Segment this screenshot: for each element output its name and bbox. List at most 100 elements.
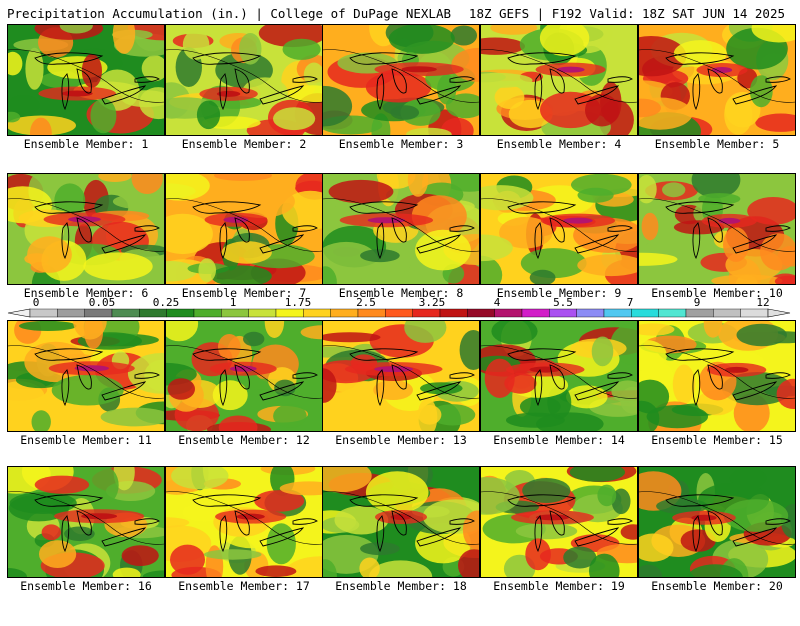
colorbar-swatch xyxy=(631,308,659,318)
panel-caption: Ensemble Member: 3 xyxy=(338,137,464,151)
colorbar-swatch xyxy=(439,308,468,318)
colorbar-swatch xyxy=(658,308,687,318)
ensemble-panel: Ensemble Member: 11 xyxy=(7,320,165,480)
colorbar-swatch xyxy=(740,308,769,318)
precip-map xyxy=(7,320,165,432)
colorbar-swatch xyxy=(303,308,331,318)
colorbar-swatch xyxy=(221,308,249,318)
panel-caption: Ensemble Member: 14 xyxy=(493,433,625,447)
panel-caption: Ensemble Member: 7 xyxy=(181,286,307,300)
panel-caption: Ensemble Member: 20 xyxy=(651,579,783,593)
precip-map xyxy=(322,320,480,432)
colorbar-tick-label: 0.25 xyxy=(152,296,180,309)
panel-caption: Ensemble Member: 10 xyxy=(651,286,783,300)
ensemble-panel: Ensemble Member: 1 xyxy=(7,24,165,184)
chart-title: Precipitation Accumulation (in.) | Colle… xyxy=(7,6,452,21)
ensemble-panel: Ensemble Member: 17 xyxy=(165,466,323,626)
ensemble-panel: Ensemble Member: 14 xyxy=(480,320,638,480)
colorbar-swatch xyxy=(412,308,441,318)
colorbar-swatch xyxy=(685,308,714,318)
colorbar-swatch xyxy=(275,308,304,318)
colorbar-tick-label: 12 xyxy=(756,296,770,309)
panel-caption: Ensemble Member: 15 xyxy=(651,433,783,447)
ensemble-panel: Ensemble Member: 20 xyxy=(638,466,796,626)
colorbar-swatch xyxy=(330,308,359,318)
colorbar-max-arrow xyxy=(767,308,791,318)
colorbar-swatch xyxy=(467,308,495,318)
colorbar-swatch xyxy=(139,308,167,318)
colorbar-tick-label: 1.75 xyxy=(284,296,312,309)
precip-map xyxy=(165,320,323,432)
panel-caption: Ensemble Member: 9 xyxy=(496,286,622,300)
precip-map xyxy=(322,466,480,578)
precip-map xyxy=(7,173,165,285)
colorbar-tick-label: 5.5 xyxy=(553,296,573,309)
panel-caption: Ensemble Member: 11 xyxy=(20,433,152,447)
panel-caption: Ensemble Member: 19 xyxy=(493,579,625,593)
colorbar-tick-label: 4 xyxy=(493,296,501,309)
panel-caption: Ensemble Member: 16 xyxy=(20,579,152,593)
ensemble-panel: Ensemble Member: 19 xyxy=(480,466,638,626)
colorbar-swatch xyxy=(521,308,550,318)
precip-map xyxy=(638,466,796,578)
colorbar-tick-label: 3.25 xyxy=(418,296,446,309)
ensemble-panel: Ensemble Member: 7 xyxy=(165,173,323,333)
colorbar-tick-label: 0 xyxy=(32,296,40,309)
precip-map xyxy=(165,24,323,136)
ensemble-panel: Ensemble Member: 12 xyxy=(165,320,323,480)
panel-caption: Ensemble Member: 13 xyxy=(335,433,467,447)
precip-map xyxy=(322,24,480,136)
ensemble-panel: Ensemble Member: 3 xyxy=(322,24,480,184)
colorbar-tick-label: 7 xyxy=(626,296,634,309)
colorbar-swatch xyxy=(549,308,577,318)
ensemble-panel: Ensemble Member: 8 xyxy=(322,173,480,333)
panel-caption: Ensemble Member: 18 xyxy=(335,579,467,593)
ensemble-panel: Ensemble Member: 2 xyxy=(165,24,323,184)
colorbar-swatch xyxy=(385,308,413,318)
precip-map xyxy=(480,320,638,432)
ensemble-panel: Ensemble Member: 6 xyxy=(7,173,165,333)
ensemble-panel: Ensemble Member: 4 xyxy=(480,24,638,184)
colorbar-swatch xyxy=(57,308,85,318)
ensemble-panel: Ensemble Member: 18 xyxy=(322,466,480,626)
colorbar-swatch xyxy=(494,308,523,318)
colorbar-swatch xyxy=(357,308,386,318)
ensemble-panel: Ensemble Member: 16 xyxy=(7,466,165,626)
colorbar-swatch xyxy=(84,308,113,318)
precip-map xyxy=(7,24,165,136)
ensemble-panel: Ensemble Member: 13 xyxy=(322,320,480,480)
colorbar-swatch xyxy=(111,308,140,318)
colorbar-swatch xyxy=(603,308,632,318)
panel-caption: Ensemble Member: 2 xyxy=(181,137,307,151)
color-scale-bar xyxy=(7,308,791,318)
colorbar-min-arrow xyxy=(7,308,31,318)
colorbar-swatch xyxy=(248,308,277,318)
colorbar-tick-label: 0.05 xyxy=(88,296,116,309)
colorbar-swatch xyxy=(713,308,741,318)
panel-caption: Ensemble Member: 1 xyxy=(23,137,149,151)
panel-caption: Ensemble Member: 8 xyxy=(338,286,464,300)
colorbar-swatch xyxy=(29,308,58,318)
precip-map xyxy=(480,24,638,136)
precip-map xyxy=(165,466,323,578)
precip-map xyxy=(7,466,165,578)
colorbar-swatch xyxy=(193,308,222,318)
ensemble-panel: Ensemble Member: 15 xyxy=(638,320,796,480)
colorbar-swatch xyxy=(166,308,195,318)
panel-caption: Ensemble Member: 6 xyxy=(23,286,149,300)
panel-caption: Ensemble Member: 12 xyxy=(178,433,310,447)
run-info: 18Z GEFS | F192 Valid: 18Z SAT JUN 14 20… xyxy=(468,6,785,21)
colorbar-tick-label: 9 xyxy=(693,296,701,309)
panel-caption: Ensemble Member: 5 xyxy=(654,137,780,151)
precip-map xyxy=(480,173,638,285)
ensemble-panel: Ensemble Member: 10 xyxy=(638,173,796,333)
panel-caption: Ensemble Member: 4 xyxy=(496,137,622,151)
panel-caption: Ensemble Member: 17 xyxy=(178,579,310,593)
precip-map xyxy=(322,173,480,285)
precip-map xyxy=(480,466,638,578)
ensemble-panel: Ensemble Member: 5 xyxy=(638,24,796,184)
colorbar-swatch xyxy=(576,308,605,318)
precip-map xyxy=(638,24,796,136)
colorbar-tick-label: 2.5 xyxy=(356,296,376,309)
ensemble-panel: Ensemble Member: 9 xyxy=(480,173,638,333)
